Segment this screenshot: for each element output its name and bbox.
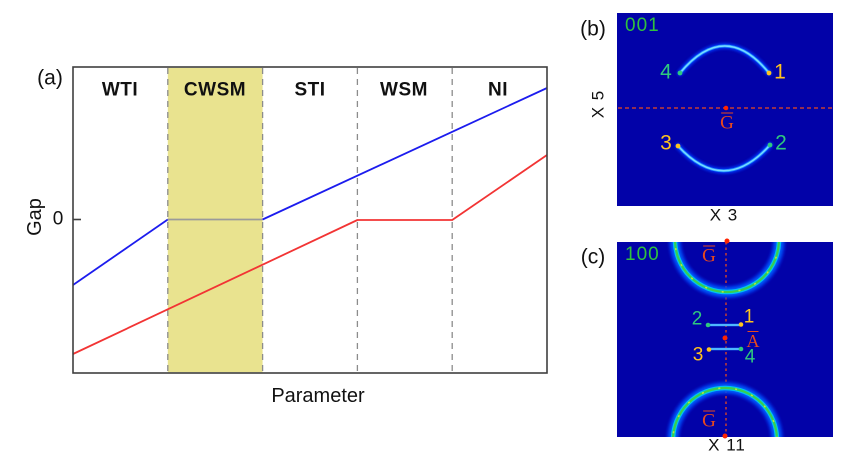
region-label-ni: NI	[488, 79, 508, 101]
scale-label-x3: X 3	[709, 205, 739, 225]
plane-label-001: 001	[625, 15, 660, 36]
gamma-point-dot-top	[724, 238, 730, 244]
x-axis-label: Parameter	[271, 385, 365, 407]
gamma-bar-label-top: G	[702, 245, 716, 267]
weyl-point-2-label: 2	[775, 131, 787, 155]
gamma-point-dot	[723, 105, 729, 111]
gamma-bar-label: G	[720, 112, 734, 134]
gamma-bar-label-bottom: G	[702, 410, 716, 432]
weyl-point-1-label: 1	[774, 60, 786, 84]
region-label-cwsm: CWSM	[183, 79, 247, 101]
fermi-arc-map-001	[618, 43, 832, 174]
scale-label-x5: X 5	[588, 89, 608, 119]
weyl-point-2-label: 2	[691, 308, 703, 330]
chart-lines	[72, 87, 548, 355]
region-label-sti: STI	[294, 79, 326, 101]
brillouin-zone-image-001: 001 4 1 3 2 G	[617, 13, 833, 206]
gap-red	[72, 154, 548, 355]
bulk-ring-top	[668, 242, 786, 299]
zero-tick-label: 0	[52, 208, 64, 230]
region-label-wti: WTI	[101, 79, 139, 101]
weyl-point-1-dot	[738, 322, 744, 327]
weyl-point-3-label: 3	[692, 344, 704, 366]
plane-label-100: 100	[625, 244, 660, 265]
fermi-arc-map-100	[666, 238, 786, 439]
weyl-point-4-dot	[738, 346, 744, 352]
weyl-point-1-dot	[766, 70, 772, 76]
region-label-wsm: WSM	[380, 79, 428, 101]
weyl-point-4-label: 4	[744, 346, 756, 368]
gap-blue-right	[262, 87, 548, 221]
weyl-point-2-dot	[767, 142, 773, 148]
scale-label-x11: X 11	[708, 435, 746, 455]
fermi-arc-lower	[675, 142, 773, 174]
weyl-point-3-label: 3	[660, 131, 672, 155]
gamma-point-dot-bottom	[722, 433, 728, 439]
a-bar-label: A	[746, 331, 760, 351]
weyl-point-3-dot	[675, 143, 681, 149]
weyl-point-4-label: 4	[660, 60, 672, 84]
a-point-dot	[722, 335, 728, 341]
brillouin-zone-image-100: 100 G G A 2 1 3 4	[617, 238, 833, 439]
bulk-ring-bottom	[666, 381, 784, 437]
weyl-point-2-dot	[705, 322, 711, 328]
panel-a-label: (a)	[37, 66, 63, 90]
fermi-arc-upper	[677, 43, 772, 76]
panel-b-label: (b)	[580, 17, 606, 41]
weyl-point-1-label: 1	[743, 306, 755, 328]
panel-c-label: (c)	[580, 245, 606, 269]
weyl-point-4-dot	[677, 70, 683, 76]
y-axis-label: Gap	[24, 198, 46, 236]
plot-frame	[72, 66, 548, 374]
gap-blue-left	[72, 218, 169, 286]
weyl-point-3-dot	[706, 347, 712, 352]
